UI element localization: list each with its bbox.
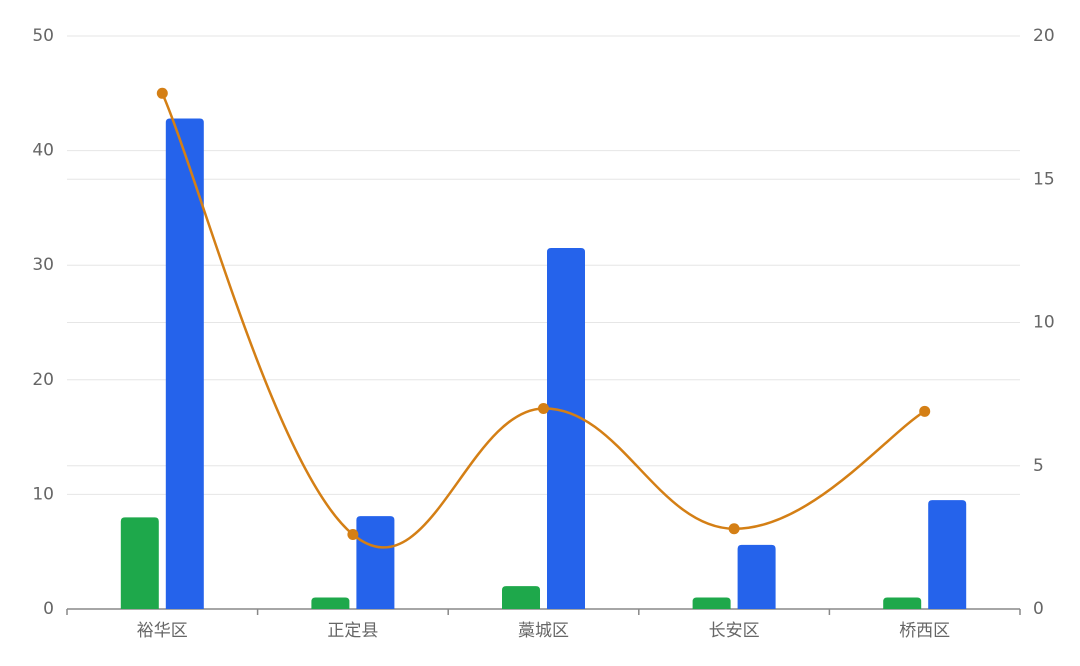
- y-tick-label: 40: [32, 141, 54, 161]
- y2-tick-label: 0: [1033, 599, 1044, 619]
- bar: [692, 597, 731, 609]
- line-point: [538, 402, 549, 414]
- x-tick-label: 藁城区: [518, 621, 569, 641]
- bar: [502, 586, 540, 609]
- line-point: [156, 87, 168, 99]
- bar: [547, 248, 585, 609]
- x-tick-label: 长安区: [709, 621, 760, 641]
- line-point: [347, 529, 359, 541]
- line-point: [728, 523, 740, 535]
- y2-tick-label: 10: [1033, 313, 1055, 333]
- bar: [928, 500, 967, 609]
- bar: [311, 597, 350, 609]
- y-tick-label: 20: [32, 370, 54, 390]
- x-tick-label: 正定县: [327, 621, 378, 641]
- y2-tick-label: 20: [1033, 26, 1055, 46]
- x-tick-label: 裕华区: [137, 621, 188, 641]
- y-tick-label: 10: [32, 484, 54, 504]
- bar: [737, 544, 776, 609]
- line: [161, 92, 926, 549]
- bar: [120, 517, 159, 609]
- y-tick-label: 0: [43, 599, 54, 619]
- bar: [356, 516, 395, 609]
- y-tick-label: 50: [32, 26, 54, 46]
- y2-tick-label: 15: [1033, 169, 1055, 189]
- y-tick-label: 30: [32, 255, 54, 275]
- bar: [883, 597, 922, 609]
- y2-tick-label: 5: [1033, 456, 1044, 476]
- line-point: [919, 405, 931, 417]
- bar: [165, 118, 204, 610]
- x-tick-label: 桥西区: [899, 621, 950, 641]
